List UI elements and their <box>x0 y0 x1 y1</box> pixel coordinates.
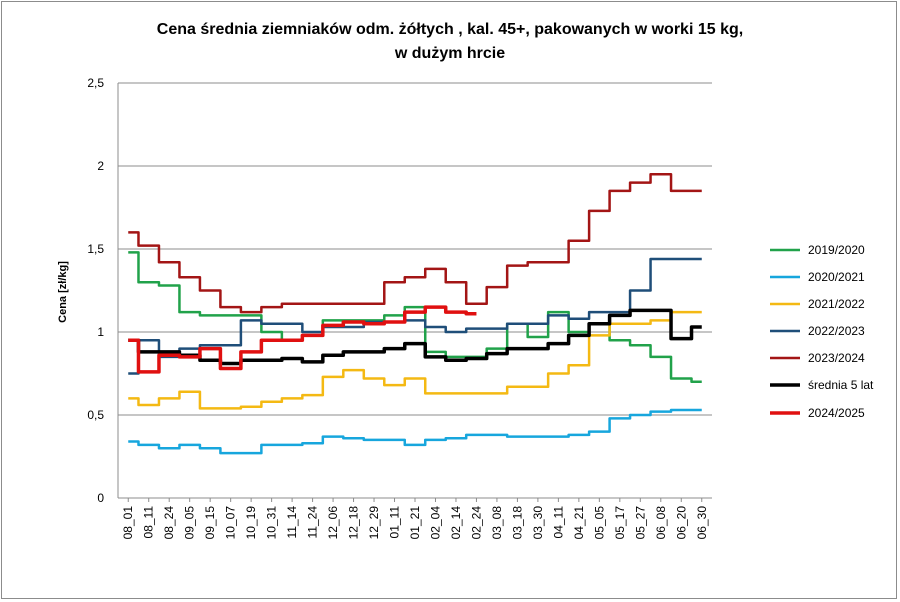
x-tick-label: 09_15 <box>203 506 217 540</box>
series-2023-2024 <box>128 173 702 314</box>
x-tick-label: 02_04 <box>428 506 442 540</box>
series-2024-2025 <box>128 305 477 374</box>
series-2021-2022 <box>128 310 702 410</box>
series-2020-2021 <box>128 408 702 455</box>
legend-item: 2019/2020 <box>770 243 865 257</box>
y-tick-label: 0,5 <box>87 408 104 422</box>
legend-label: 2023/2024 <box>808 351 865 365</box>
legend-item: 2023/2024 <box>770 351 865 365</box>
legend-item: 2020/2021 <box>770 270 865 284</box>
legend-item: 2021/2022 <box>770 297 865 311</box>
x-tick-label: 01_11 <box>388 506 402 539</box>
legend: 2019/2020 2020/2021 2021/2022 2022/2023 2023… <box>770 243 874 420</box>
x-tick-label: 02_14 <box>449 506 463 540</box>
legend-item: 2024/2025 <box>770 406 865 420</box>
x-tick-label: 11_24 <box>306 506 320 539</box>
series-lines <box>128 173 702 455</box>
x-tick-label: 06_20 <box>674 506 688 540</box>
series--rednia-5-lat <box>128 308 702 366</box>
x-tick-label: 10_19 <box>244 506 258 540</box>
legend-label: 2019/2020 <box>808 243 865 257</box>
legend-item: 2022/2023 <box>770 324 865 338</box>
legend-label: średnia 5 lat <box>808 378 874 392</box>
x-tick-label: 03_30 <box>531 506 545 540</box>
x-tick-label: 10_07 <box>224 506 238 540</box>
gridlines <box>117 82 712 499</box>
series-line <box>128 310 702 410</box>
x-tick-label: 06_08 <box>654 506 668 540</box>
x-tick-label: 05_17 <box>613 506 627 540</box>
x-tick-label: 03_08 <box>490 506 504 540</box>
y-tick-label: 2,5 <box>87 76 104 90</box>
chart-title-line-2: w dużym hrcie <box>394 45 505 62</box>
y-tick-label: 2 <box>97 159 104 173</box>
x-tick-label: 11_14 <box>285 506 299 539</box>
series-line <box>128 305 477 374</box>
legend-item: średnia 5 lat <box>770 378 874 392</box>
series-line <box>128 257 702 375</box>
y-axis-label: Cena [zł/kg] <box>57 261 69 323</box>
legend-label: 2024/2025 <box>808 406 865 420</box>
x-tick-label: 03_18 <box>510 506 524 540</box>
x-tick-label: 04_21 <box>572 506 586 540</box>
x-tick-label: 09_05 <box>183 506 197 540</box>
x-tick-label: 12_18 <box>347 506 361 540</box>
x-tick-labels: 08_01 08_11 08_24 09_05 09_15 10_07 10_19 10_31… <box>121 498 709 539</box>
x-tick-label: 08_11 <box>142 506 156 539</box>
x-tick-label: 05_27 <box>633 506 647 540</box>
chart-title: Cena średnia ziemniaków odm. żółtych , k… <box>157 21 743 62</box>
legend-label: 2022/2023 <box>808 324 865 338</box>
series-line <box>128 173 702 314</box>
x-tick-label: 02_24 <box>469 506 483 540</box>
y-tick-label: 1 <box>97 325 104 339</box>
y-tick-label: 0 <box>97 491 104 505</box>
x-tick-label: 10_31 <box>265 506 279 540</box>
x-tick-label: 08_01 <box>121 506 135 540</box>
x-tick-label: 08_24 <box>162 506 176 540</box>
y-tick-labels: 0 0,5 1 1,5 2 2,5 <box>87 76 104 505</box>
x-tick-label: 01_21 <box>408 506 422 540</box>
series-line <box>128 251 702 384</box>
x-tick-label: 12_06 <box>326 506 340 540</box>
series-line <box>128 408 702 455</box>
x-tick-label: 06_30 <box>695 506 709 540</box>
x-tick-label: 05_05 <box>592 506 606 540</box>
legend-label: 2021/2022 <box>808 297 865 311</box>
chart-title-line-1: Cena średnia ziemniaków odm. żółtych , k… <box>157 21 743 38</box>
y-tick-label: 1,5 <box>87 242 104 256</box>
x-tick-label: 12_29 <box>367 506 381 540</box>
x-tick-label: 04_11 <box>551 506 565 539</box>
legend-label: 2020/2021 <box>808 270 865 284</box>
series-line <box>128 308 702 366</box>
